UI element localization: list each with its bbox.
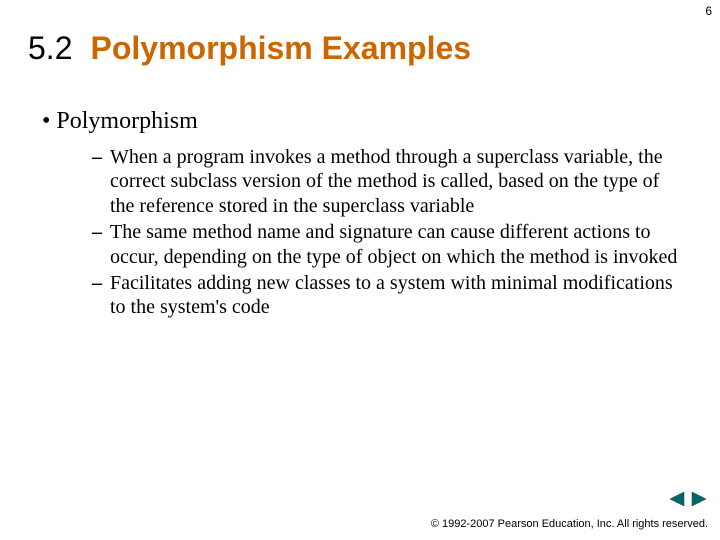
sub-bullet-marker: – — [92, 272, 102, 294]
sub-bullet: –Facilitates adding new classes to a sys… — [92, 271, 682, 320]
sub-bullet-text: Facilitates adding new classes to a syst… — [110, 272, 673, 318]
sub-bullet: –The same method name and signature can … — [92, 220, 682, 269]
copyright-text: © 1992-2007 Pearson Education, Inc. All … — [431, 518, 708, 530]
sub-bullet-list: –When a program invokes a method through… — [92, 145, 682, 320]
main-bullet: •Polymorphism — [42, 108, 682, 135]
section-number: 5.2 — [28, 30, 72, 66]
next-arrow-icon[interactable] — [690, 491, 708, 507]
section-title: Polymorphism Examples — [90, 30, 471, 66]
prev-arrow-icon[interactable] — [668, 491, 686, 507]
sub-bullet-marker: – — [92, 221, 102, 243]
slide-heading: 5.2 Polymorphism Examples — [28, 30, 471, 67]
sub-bullet: –When a program invokes a method through… — [92, 145, 682, 218]
nav-arrows — [668, 491, 708, 512]
sub-bullet-text: When a program invokes a method through … — [110, 146, 663, 217]
page-number: 6 — [705, 4, 712, 18]
content-area: •Polymorphism –When a program invokes a … — [42, 108, 682, 322]
main-bullet-text: Polymorphism — [56, 108, 197, 134]
sub-bullet-marker: – — [92, 146, 102, 168]
footer: © 1992-2007 Pearson Education, Inc. All … — [431, 518, 708, 530]
sub-bullet-text: The same method name and signature can c… — [110, 221, 677, 267]
bullet-marker: • — [42, 108, 50, 134]
